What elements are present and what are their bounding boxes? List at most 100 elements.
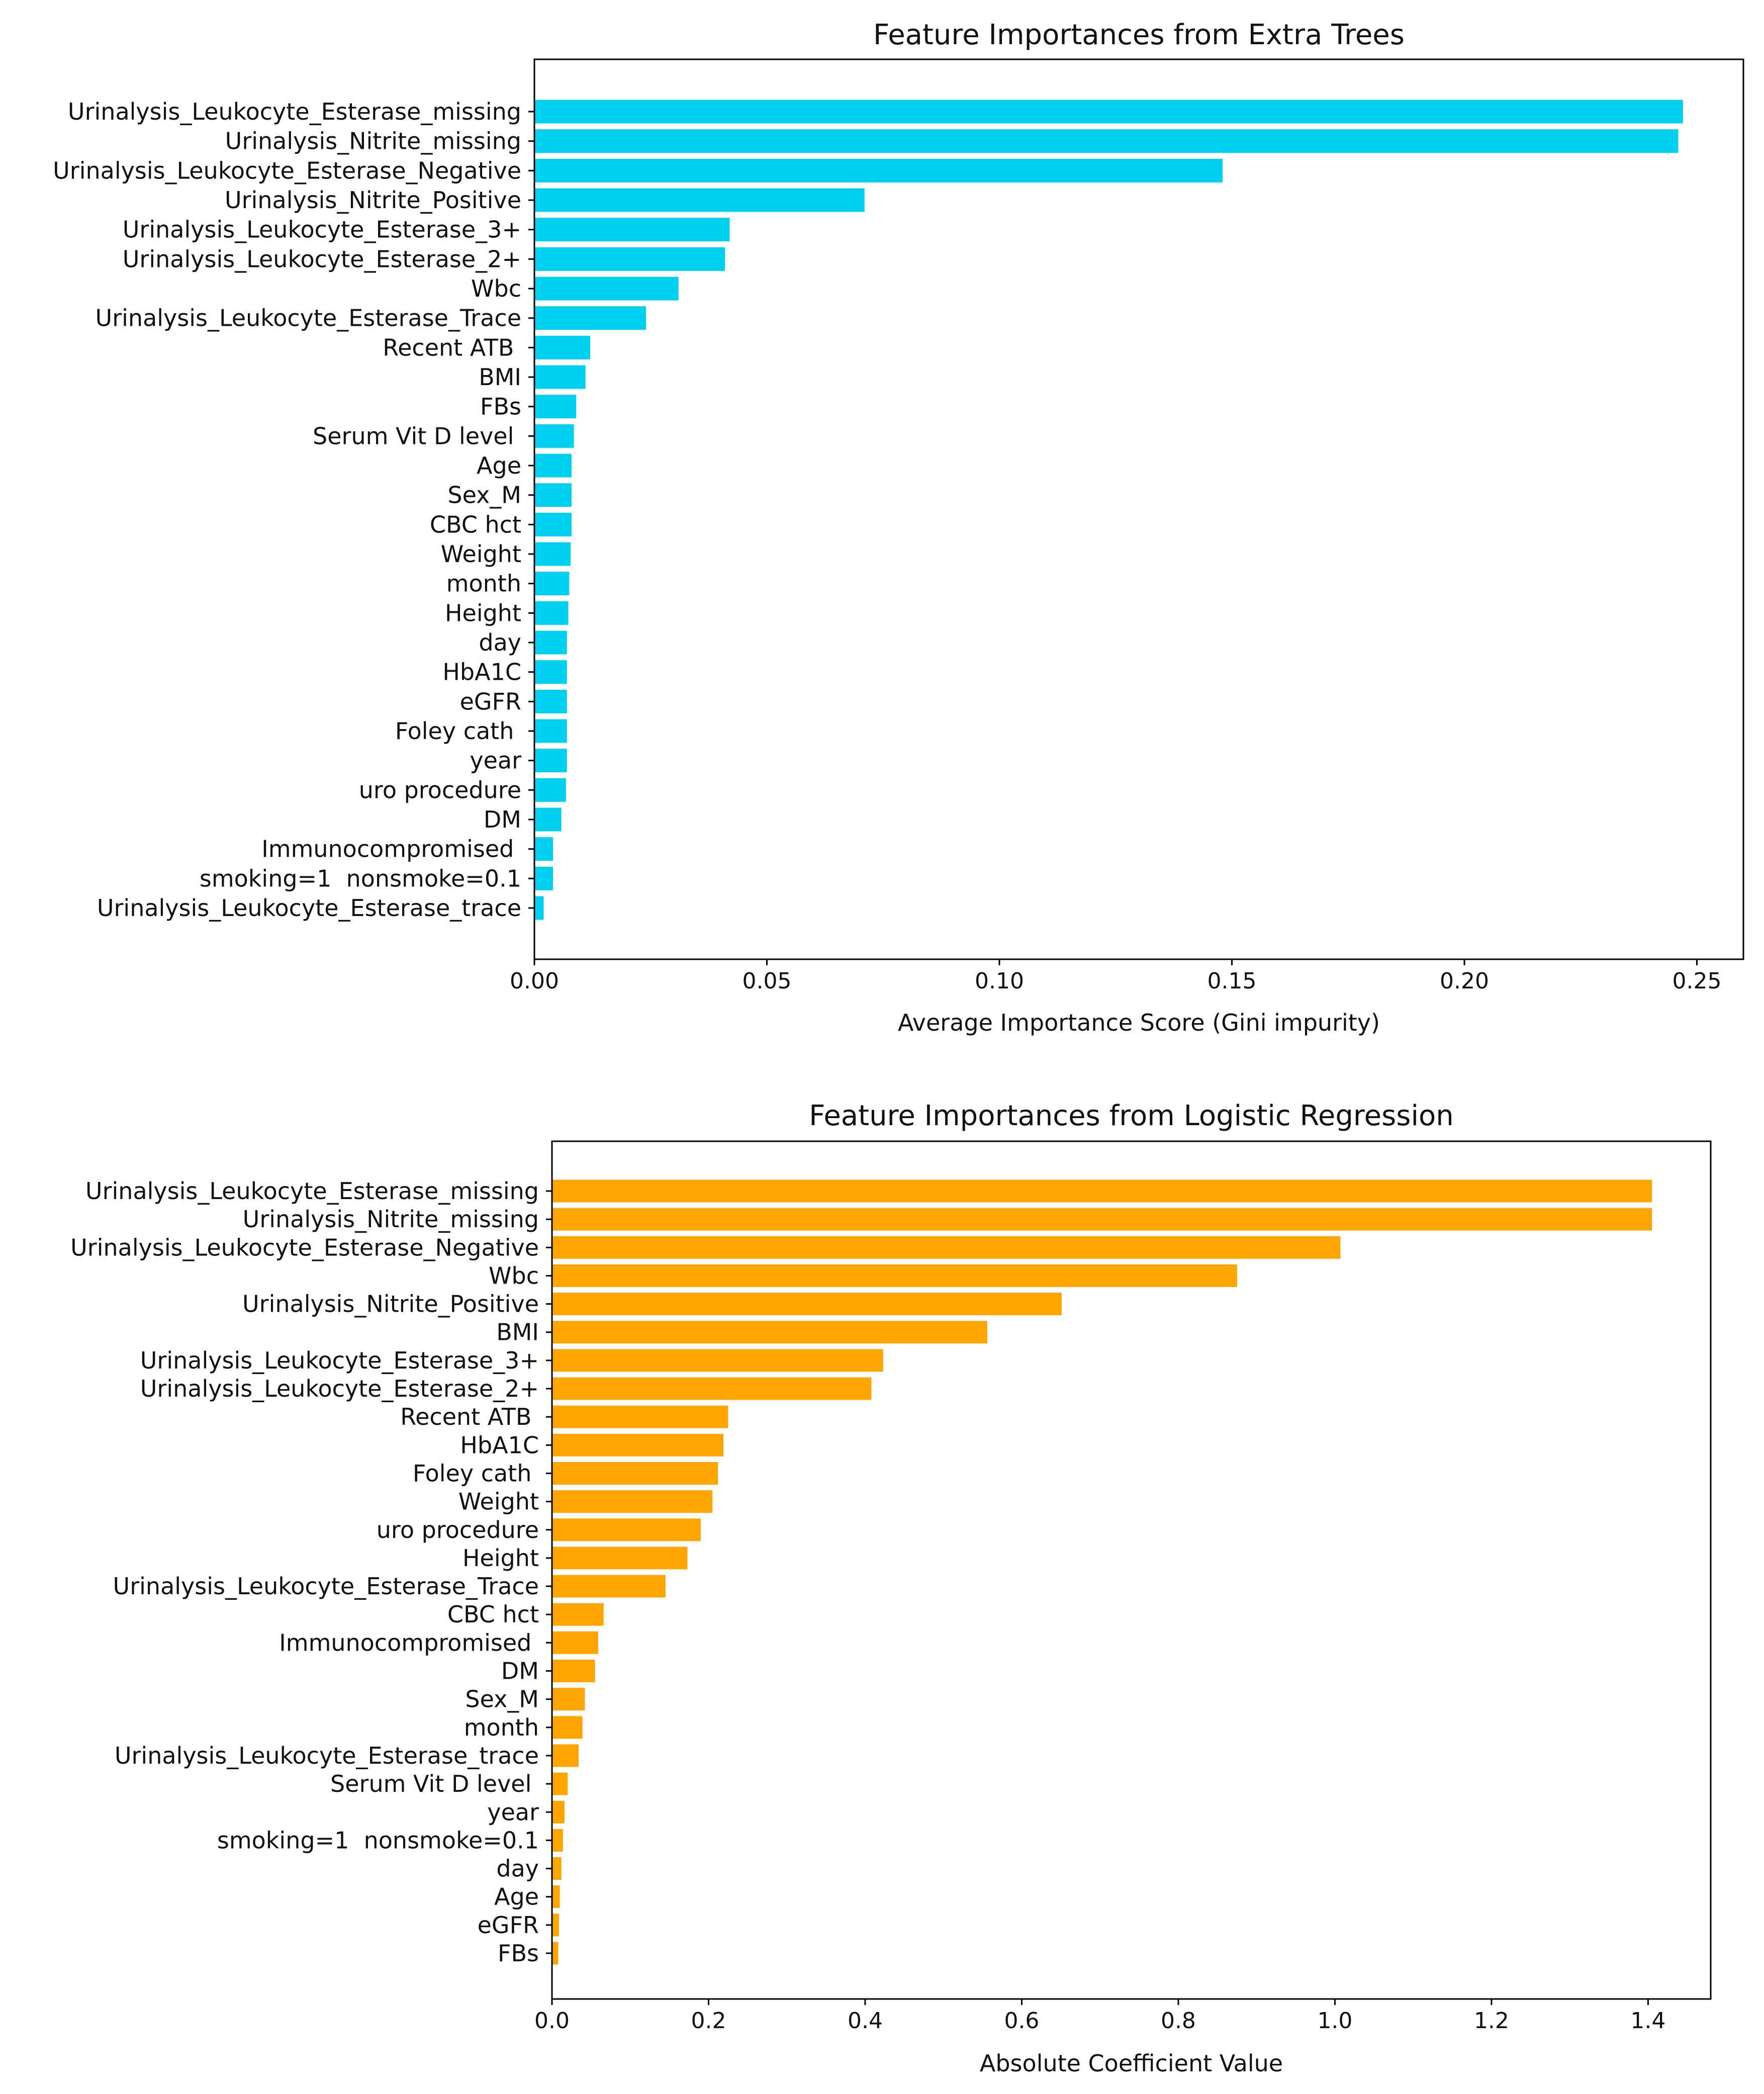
logreg-category-label: day xyxy=(496,1855,539,1882)
extra-trees-bar xyxy=(534,453,572,478)
extra-trees-category-label: Urinalysis_Leukocyte_Esterase_2+ xyxy=(123,245,521,272)
extra-trees-bar xyxy=(534,395,577,419)
extra-trees-xtick-label: 0.05 xyxy=(742,968,792,994)
logreg-category-label: Foley cath xyxy=(413,1460,539,1487)
extra-trees-bar xyxy=(534,866,553,890)
logreg-bar xyxy=(552,1546,688,1570)
logreg-bar xyxy=(552,1914,560,1937)
extra-trees-category-label: Urinalysis_Nitrite_Positive xyxy=(225,187,521,214)
logreg-bar xyxy=(552,1857,562,1880)
extra-trees-category-label: Wbc xyxy=(471,275,521,302)
logreg-category-label: HbA1C xyxy=(460,1431,539,1459)
extra-trees-bar xyxy=(534,277,679,301)
logreg-category-label: DM xyxy=(501,1658,539,1685)
logreg-bar xyxy=(552,1744,579,1767)
logreg-xtick-label: 1.2 xyxy=(1474,2008,1509,2034)
extra-trees-bar xyxy=(534,896,544,920)
extra-trees-category-label: Immunocompromised xyxy=(261,836,521,863)
extra-trees-category-label: Urinalysis_Leukocyte_Esterase_3+ xyxy=(123,216,521,243)
extra-trees-category-label: month xyxy=(446,570,521,597)
logreg-xtick-label: 0.6 xyxy=(1004,2008,1039,2034)
extra-trees-title: Feature Importances from Extra Trees xyxy=(873,19,1405,51)
logreg-xtick-label: 0.0 xyxy=(534,2008,570,2034)
extra-trees-category-label: Sex_M xyxy=(447,482,521,509)
logreg-category-label: CBC hct xyxy=(447,1601,539,1628)
logreg-xtick-label: 0.8 xyxy=(1161,2008,1196,2034)
extra-trees-category-label: Urinalysis_Leukocyte_Esterase_missing xyxy=(68,98,521,125)
extra-trees-bar xyxy=(534,129,1679,153)
extra-trees-bar xyxy=(534,158,1223,183)
logreg-category-label: Sex_M xyxy=(465,1686,539,1713)
logreg-axes-frame xyxy=(551,1140,1712,2000)
extra-trees-axes-frame xyxy=(533,58,1744,960)
extra-trees-xtick-label: 0.25 xyxy=(1673,968,1722,994)
extra-trees-bar xyxy=(534,719,567,743)
extra-trees-category-label: day xyxy=(479,629,521,656)
logreg-bar xyxy=(552,1377,872,1400)
logreg-category-label: smoking=1 nonsmoke=0.1 xyxy=(217,1827,539,1854)
extra-trees-bar xyxy=(534,601,569,625)
extra-trees-bar xyxy=(534,365,586,389)
extra-trees-bar xyxy=(534,807,562,832)
extra-trees-category-label: eGFR xyxy=(460,688,521,715)
extra-trees-bar xyxy=(534,424,574,448)
extra-trees-xtick-label: 0.15 xyxy=(1208,968,1257,994)
logreg-category-label: Urinalysis_Leukocyte_Esterase_Negative xyxy=(70,1234,539,1261)
extra-trees-category-label: CBC hct xyxy=(430,511,521,538)
extra-trees-xtick-label: 0.00 xyxy=(510,968,559,994)
extra-trees-category-label: Urinalysis_Leukocyte_Esterase_Negative xyxy=(53,157,521,184)
extra-trees-bar xyxy=(534,100,1683,124)
extra-trees-category-label: Recent ATB xyxy=(383,334,521,361)
logreg-category-label: Serum Vit D level xyxy=(330,1770,539,1797)
logreg-bar xyxy=(552,1660,595,1682)
logreg-category-label: Urinalysis_Leukocyte_Esterase_missing xyxy=(85,1177,539,1205)
extra-trees-category-label: Urinalysis_Nitrite_missing xyxy=(225,128,521,155)
logreg-bar xyxy=(552,1208,1652,1231)
logreg-bar xyxy=(552,1236,1341,1259)
extra-trees-bar xyxy=(534,512,572,536)
logreg-category-label: uro procedure xyxy=(377,1516,539,1543)
logreg-category-label: Urinalysis_Leukocyte_Esterase_3+ xyxy=(140,1347,539,1374)
extra-trees-category-label: HbA1C xyxy=(442,659,521,686)
logreg-bar xyxy=(552,1575,666,1598)
logreg-category-label: Urinalysis_Leukocyte_Esterase_trace xyxy=(115,1742,539,1769)
extra-trees-category-label: DM xyxy=(484,806,521,833)
logreg-bar xyxy=(552,1688,585,1711)
logreg-bar xyxy=(552,1462,718,1485)
logreg-bar xyxy=(552,1321,987,1344)
logreg-bar xyxy=(552,1772,568,1795)
logreg-category-label: eGFR xyxy=(478,1911,539,1939)
logreg-category-label: BMI xyxy=(496,1319,539,1346)
extra-trees-bar xyxy=(534,689,567,713)
extra-trees-category-label: Serum Vit D level xyxy=(313,422,521,449)
logreg-title: Feature Importances from Logistic Regres… xyxy=(809,1100,1454,1132)
extra-trees-category-label: Urinalysis_Leukocyte_Esterase_Trace xyxy=(96,305,521,332)
extra-trees-bar xyxy=(534,660,567,684)
logreg-category-label: Urinalysis_Leukocyte_Esterase_2+ xyxy=(140,1375,539,1402)
logreg-category-label: Wbc xyxy=(489,1262,539,1289)
extra-trees-category-label: smoking=1 nonsmoke=0.1 xyxy=(200,865,521,892)
logreg-xtick-label: 1.4 xyxy=(1630,2008,1665,2034)
logreg-bar xyxy=(552,1490,713,1513)
logreg-bar xyxy=(552,1716,583,1739)
logreg-bar xyxy=(552,1800,565,1824)
extra-trees-category-label: year xyxy=(470,747,521,774)
logreg-xtick-label: 0.2 xyxy=(691,2008,726,2034)
extra-trees-bar xyxy=(534,542,571,566)
extra-trees-chart: Urinalysis_Leukocyte_Esterase_missing Uri… xyxy=(53,19,1744,1036)
logreg-bar xyxy=(552,1942,559,1965)
logreg-bar xyxy=(552,1349,883,1372)
logreg-category-label: Urinalysis_Nitrite_Positive xyxy=(242,1291,539,1318)
logreg-xtick-label: 0.4 xyxy=(848,2008,883,2034)
logreg-category-label: month xyxy=(464,1714,539,1741)
logreg-category-label: Urinalysis_Leukocyte_Esterase_Trace xyxy=(113,1573,539,1600)
logreg-category-label: Urinalysis_Nitrite_missing xyxy=(243,1206,539,1233)
logreg-category-label: year xyxy=(487,1798,539,1826)
extra-trees-xtick-label: 0.20 xyxy=(1440,968,1489,994)
extra-trees-category-label: Urinalysis_Leukocyte_Esterase_trace xyxy=(97,894,521,922)
extra-trees-category-label: Foley cath xyxy=(395,717,521,745)
extra-trees-bar xyxy=(534,837,553,861)
extra-trees-bar xyxy=(534,778,566,802)
